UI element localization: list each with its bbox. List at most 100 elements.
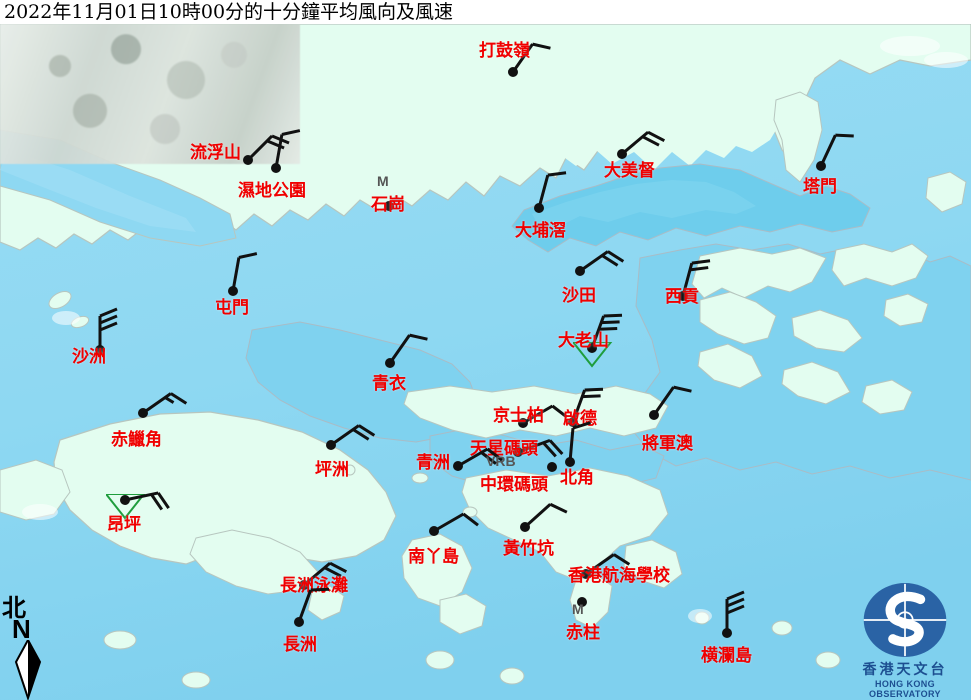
station-label: 南丫島	[408, 547, 459, 567]
station-dot	[429, 526, 439, 536]
station-status-code: VRB	[486, 453, 516, 469]
wind-barb-icon	[579, 250, 625, 273]
station-dot	[271, 163, 281, 173]
station-label: 大埔滘	[515, 221, 566, 241]
station-dot	[678, 291, 688, 301]
wind-barb-icon	[537, 171, 567, 209]
observatory-emblem-icon	[863, 583, 947, 657]
satellite-texture	[0, 24, 300, 164]
station-dot	[508, 67, 518, 77]
station-dot	[243, 155, 253, 165]
station-label: 中環碼頭	[480, 475, 548, 495]
wind-barb-icon	[330, 424, 376, 447]
wind-barb-icon	[231, 252, 258, 292]
station-label: 將軍澳	[642, 434, 693, 454]
wind-barb-icon	[517, 438, 564, 458]
station-label: 黃竹坑	[503, 539, 554, 559]
wind-barb-icon	[819, 133, 854, 167]
station-label: 青洲	[416, 453, 450, 473]
wind-barb-icon	[681, 259, 711, 297]
wind-barb-icon	[297, 587, 330, 623]
station-dot	[326, 440, 336, 450]
station-label: 大美督	[604, 161, 655, 181]
wind-barb-icon	[621, 130, 666, 156]
station-dot	[547, 462, 557, 472]
station-label: 打鼓嶺	[479, 41, 530, 61]
logo-name-cn: 香港天文台	[862, 662, 948, 678]
station-status-code: M	[377, 173, 389, 189]
exposed-station-triangle-icon	[106, 494, 146, 520]
station-label: 沙田	[562, 286, 596, 306]
station-status-code: M	[572, 601, 584, 617]
station-dot	[294, 617, 304, 627]
wind-barb-icon	[433, 512, 479, 533]
compass-rose: 北 N	[2, 588, 58, 700]
station-dot	[816, 161, 826, 171]
wind-barb-icon	[571, 387, 604, 423]
station-dot	[520, 522, 530, 532]
station-dot	[138, 408, 148, 418]
station-dot	[575, 266, 585, 276]
station-dot	[534, 203, 544, 213]
station-label: 京士柏	[493, 406, 544, 426]
station-label: 濕地公園	[238, 181, 306, 201]
station-label: 北角	[560, 468, 594, 488]
station-label: 大老山	[558, 331, 609, 351]
wind-barb-icon	[457, 447, 503, 468]
title-bar: 2022年11月01日10時00分的十分鐘平均風向及風速	[0, 0, 971, 24]
station-dot	[617, 149, 627, 159]
station-label: 香港航海學校	[568, 566, 670, 586]
wind-barb-icon	[725, 590, 745, 633]
station-dot	[581, 569, 591, 579]
station-label: 沙洲	[72, 347, 106, 367]
station-dot	[568, 417, 578, 427]
station-label: 流浮山	[190, 143, 241, 163]
station-label: 横瀾島	[701, 646, 752, 666]
station-dot	[565, 457, 575, 467]
station-label: 塔門	[803, 177, 837, 197]
wind-barb-icon	[523, 502, 568, 529]
station-label: 赤鱲角	[111, 430, 162, 450]
station-dot	[453, 461, 463, 471]
station-dot	[518, 418, 528, 428]
station-label: 長洲泳灘	[280, 576, 348, 596]
station-dot	[587, 343, 597, 353]
station-dot	[513, 447, 523, 457]
north-arrow-icon	[14, 640, 42, 700]
wind-barb-icon	[98, 307, 118, 350]
wind-barb-icon	[522, 404, 568, 425]
wind-barb-icon	[568, 421, 591, 463]
station-dot	[384, 201, 394, 211]
station-dot	[649, 410, 659, 420]
station-dot	[577, 597, 587, 607]
wind-barb-icon	[590, 313, 623, 349]
station-label: 屯門	[215, 298, 249, 318]
station-label: 天星碼頭	[470, 439, 538, 459]
compass-label-cn: 北	[2, 593, 26, 622]
station-label: 坪洲	[315, 460, 349, 480]
logo-name-en: HONG KONG OBSERVATORY	[869, 679, 941, 699]
station-label: 西貢	[665, 287, 699, 307]
wind-barb-icon	[274, 129, 301, 169]
station-dot	[120, 495, 130, 505]
station-label: 石崗	[371, 195, 405, 215]
station-label: 昂坪	[107, 515, 141, 535]
exposed-station-triangle-icon	[573, 342, 613, 368]
station-label: 青衣	[372, 374, 406, 394]
wind-barb-icon	[124, 491, 170, 511]
hko-logo: 香港天文台 HONG KONG OBSERVATORY	[845, 582, 965, 699]
compass-label-en: N	[12, 614, 31, 644]
station-dot	[722, 628, 732, 638]
station-dot	[228, 286, 238, 296]
wind-barb-icon	[142, 392, 188, 415]
wind-barb-icon	[303, 561, 348, 587]
station-dot	[299, 580, 309, 590]
station-dot	[385, 358, 395, 368]
station-label: 長洲	[283, 635, 317, 655]
wind-barb-icon	[585, 553, 631, 576]
page-title: 2022年11月01日10時00分的十分鐘平均風向及風速	[4, 1, 454, 23]
station-dot	[95, 345, 105, 355]
station-label: 赤柱	[566, 623, 600, 643]
